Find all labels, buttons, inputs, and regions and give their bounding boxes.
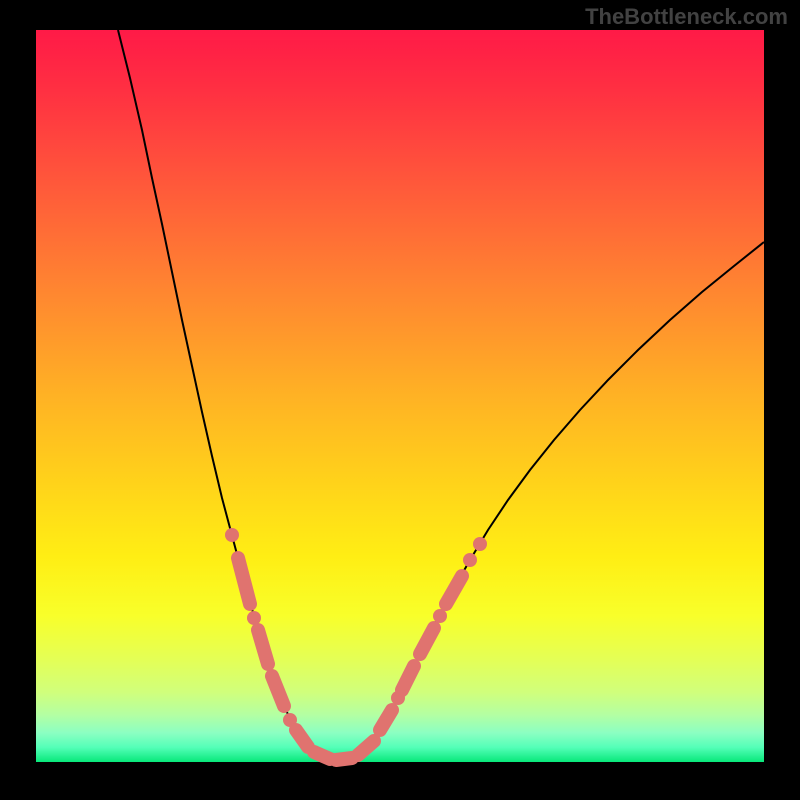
curve-marker-pill: [314, 752, 330, 759]
chart-container: TheBottleneck.com: [0, 0, 800, 800]
curve-marker-pill: [258, 630, 268, 664]
curve-marker-dot: [225, 528, 239, 542]
curve-marker-dot: [247, 611, 261, 625]
curve-marker-dot: [473, 537, 487, 551]
curve-marker-dot: [463, 553, 477, 567]
curve-marker-pill: [336, 758, 352, 760]
curve-marker-pill: [296, 730, 308, 747]
curve-marker-dot: [433, 609, 447, 623]
chart-svg: [0, 0, 800, 800]
plot-background: [36, 30, 764, 762]
